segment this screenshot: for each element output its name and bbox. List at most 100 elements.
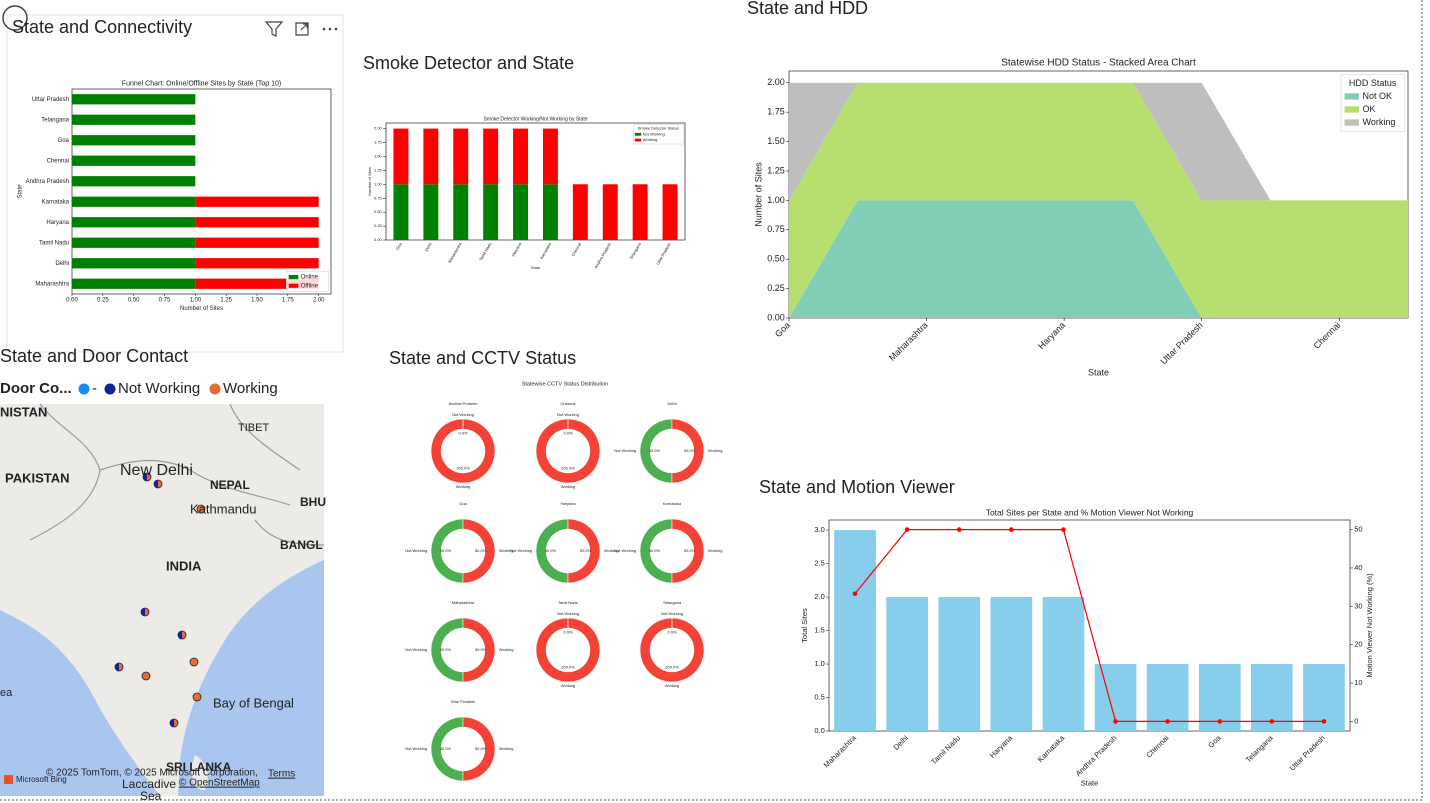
panel-title: State and Connectivity (12, 17, 192, 37)
legend-label: Working (643, 137, 658, 142)
donut-value-label: 50.0% (440, 548, 452, 553)
y-tick-label: 0.00 (374, 237, 383, 242)
y-tick-label: 1.00 (767, 195, 785, 205)
donut-value-label: 0.0% (563, 629, 573, 634)
bar (632, 184, 648, 240)
bar (72, 94, 196, 105)
x-axis-label: State (1088, 367, 1109, 377)
donut-label: Working (499, 647, 514, 652)
bar (453, 128, 469, 185)
y-tick-label: 0.75 (767, 224, 785, 234)
line-marker (904, 527, 910, 532)
donut-label: Working (604, 548, 619, 553)
donut-title: Goa (459, 501, 467, 506)
donut-title: Chennai (561, 401, 576, 406)
legend-label: - (92, 380, 97, 397)
bar (542, 128, 558, 185)
y-tick-label: Delhi (55, 261, 69, 267)
y-tick-label: 0.00 (767, 312, 785, 322)
y-tick-label: 0.50 (767, 254, 785, 264)
line-marker (1061, 527, 1066, 532)
panel-title: State and HDD (747, 0, 868, 18)
y-tick-label: 1.5 (814, 626, 824, 635)
y-axis-label: Total Sites (800, 608, 809, 643)
y-tick-label: 1.50 (374, 153, 383, 158)
more-icon[interactable] (322, 27, 338, 31)
bar (72, 237, 196, 248)
bar (393, 128, 409, 185)
legend-swatch (1344, 106, 1359, 113)
line-marker (956, 527, 962, 532)
map-point-half (178, 631, 182, 639)
x-tick-label: Chennai (570, 242, 582, 258)
y-axis-label: Number of Sites (753, 162, 763, 227)
legend-swatch (288, 283, 299, 288)
map-terms-link[interactable]: Terms (268, 769, 295, 780)
y-tick-label: 2.0 (814, 592, 824, 601)
bar (195, 258, 319, 269)
filter-icon[interactable] (264, 21, 284, 37)
plot-frame (71, 88, 332, 295)
map-label: Sea (140, 789, 162, 803)
legend-label: Working (223, 380, 278, 397)
donut-value-label: 50.0% (684, 548, 696, 553)
legend-title: Door Co... (0, 380, 72, 397)
legend-title: Smoke Detector Status (638, 126, 679, 131)
x-axis-label: Number of Sites (180, 306, 223, 312)
donut-label: Not Working (614, 548, 636, 553)
y-tick-label: 1.75 (374, 140, 383, 145)
map-sea (178, 560, 324, 796)
line-marker (1165, 719, 1170, 724)
legend-swatch (1344, 119, 1359, 126)
legend-title: HDD Status (1349, 78, 1397, 88)
x-tick-label: 0.25 (97, 298, 109, 304)
y-tick-label: 1.00 (374, 181, 383, 186)
map-logo (4, 775, 13, 784)
y-tick-label: 0.50 (374, 209, 383, 214)
donut-label: Not Working (614, 448, 636, 453)
bar (886, 597, 928, 731)
bar (834, 530, 876, 731)
panel-title: State and CCTV Status (389, 348, 576, 368)
legend-swatch (1344, 93, 1359, 100)
legend-label: OK (1363, 104, 1376, 114)
y-tick-label: 0.25 (374, 223, 383, 228)
donut-wedge (430, 418, 496, 484)
donut-title: Maharashtra (452, 600, 475, 605)
donut-label: Working (561, 484, 576, 489)
donut-value-label: 50.0% (649, 448, 661, 453)
donut-label: Working (499, 746, 514, 751)
map-point-half (141, 608, 145, 616)
donut-value-label: 50.0% (475, 548, 487, 553)
bar (1042, 597, 1085, 731)
bar (513, 184, 529, 240)
x-tick-label: 1.25 (220, 298, 232, 304)
x-tick-label: 1.50 (251, 298, 263, 304)
donut-label: Not Working (557, 611, 579, 616)
map-island (191, 755, 208, 791)
y-tick-label: Uttar Pradesh (32, 97, 69, 103)
donut-title: Uttar Pradesh (451, 699, 476, 704)
line-marker (1321, 719, 1327, 724)
x-axis-label: State (531, 265, 541, 270)
bar (72, 278, 196, 289)
donut-wedge (535, 617, 601, 683)
area (789, 82, 1408, 318)
back-icon[interactable] (2, 5, 28, 31)
map-osm-link[interactable]: © OpenStreetMap (179, 778, 260, 789)
donut-label: Working (708, 548, 723, 553)
map-sea (0, 610, 160, 796)
plot-frame (385, 122, 686, 241)
bar (483, 128, 499, 185)
donut-value-label: 50.0% (545, 548, 557, 553)
donut-wedge (535, 418, 601, 484)
legend-box (632, 124, 684, 145)
donut-label: Not Working (405, 647, 427, 652)
y-tick-label: 30 (1354, 601, 1362, 610)
focus-icon[interactable] (295, 22, 309, 36)
panel-title: State and Door Contact (0, 346, 188, 366)
map-point-half (115, 663, 119, 671)
donut-value-label: 50.0% (440, 746, 452, 751)
panel-title: Smoke Detector and State (363, 53, 574, 73)
